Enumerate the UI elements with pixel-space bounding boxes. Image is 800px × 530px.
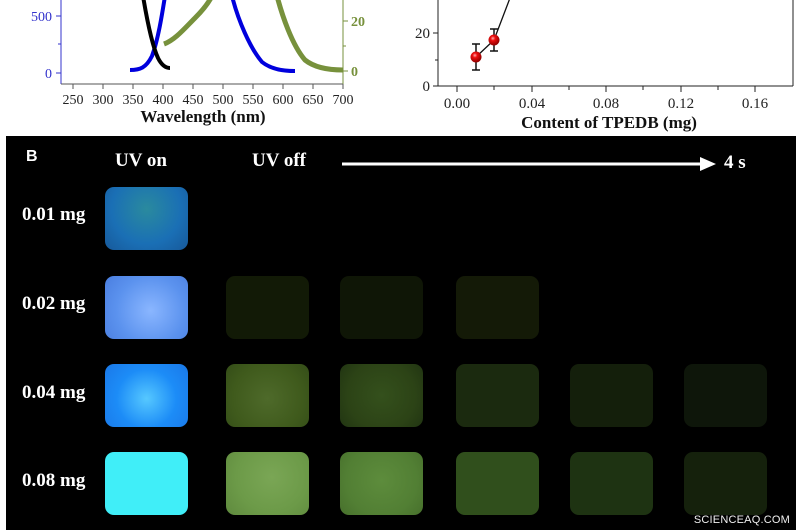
- green-curve: [162, 0, 344, 73]
- x-tick: 350: [123, 93, 144, 108]
- tile-uv-on-0.02mg: [105, 276, 188, 339]
- time-label: 4 s: [724, 152, 746, 173]
- panel-label: B: [26, 148, 38, 165]
- row-label-0.04mg: 0.04 mg: [22, 382, 86, 403]
- x-tick: 650: [303, 93, 324, 108]
- tile-uv-on-0.04mg: [105, 364, 188, 427]
- x-tick: 0.16: [742, 96, 769, 112]
- tile-uv-off-0.08mg-t1: [226, 452, 309, 515]
- x-axis-label: Content of TPEDB (mg): [521, 113, 697, 132]
- x-tick: 0.08: [593, 96, 619, 112]
- x-tick: 500: [213, 93, 234, 108]
- x-tick: 0.00: [444, 96, 470, 112]
- x-tick: 550: [243, 93, 264, 108]
- afterglow-chart: 20 0 0.00 0.04 0.08 0.12 0.16 Content of…: [415, 0, 794, 132]
- tile-uv-off-0.02mg-t3: [456, 276, 539, 339]
- black-curve: [141, 0, 171, 70]
- data-point: [488, 34, 500, 46]
- blue-curve: [129, 0, 296, 73]
- tile-uv-off-0.08mg-t2: [340, 452, 423, 515]
- x-tick: 700: [333, 93, 354, 108]
- watermark: SCIENCEAQ.COM: [693, 514, 790, 526]
- x-tick: 400: [153, 93, 174, 108]
- x-axis-label: Wavelength (nm): [140, 107, 265, 126]
- x-tick: 0.04: [519, 96, 546, 112]
- tile-uv-off-0.04mg-t1: [226, 364, 309, 427]
- y-tick-20: 20: [415, 26, 430, 42]
- photo-panel: B UV on UV off 4 s 0.01 mg 0.02 mg 0.04 …: [6, 136, 796, 530]
- x-tick: 0.12: [668, 96, 694, 112]
- data-point: [470, 51, 482, 63]
- y-tick-0: 0: [423, 79, 431, 95]
- x-tick: 450: [183, 93, 204, 108]
- tile-uv-off-0.08mg-t3: [456, 452, 539, 515]
- tile-uv-off-0.04mg-t3: [456, 364, 539, 427]
- uv-off-header: UV off: [252, 150, 307, 171]
- uv-on-header: UV on: [115, 150, 167, 171]
- x-tick: 600: [273, 93, 294, 108]
- tile-uv-off-0.02mg-t1: [226, 276, 309, 339]
- x-tick: 300: [93, 93, 114, 108]
- row-label-0.08mg: 0.08 mg: [22, 470, 86, 491]
- y-right-tick-0: 0: [351, 65, 358, 80]
- tile-uv-off-0.04mg-t2: [340, 364, 423, 427]
- time-arrow-icon: [342, 157, 716, 171]
- tile-uv-off-0.04mg-t4: [570, 364, 653, 427]
- tile-uv-on-0.01mg: [105, 187, 188, 250]
- y-left-tick-500: 500: [31, 10, 52, 25]
- tile-uv-off-0.08mg-t5: [684, 452, 767, 515]
- row-label-0.01mg: 0.01 mg: [22, 204, 86, 225]
- tile-uv-off-0.02mg-t2: [340, 276, 423, 339]
- x-tick: 250: [63, 93, 84, 108]
- tile-uv-on-0.08mg: [105, 452, 188, 515]
- y-right-tick-20: 20: [351, 15, 365, 30]
- spectra-chart: 500 0 20 0 250 300 350 400 450 500 550 6…: [31, 0, 365, 126]
- tile-uv-off-0.04mg-t5: [684, 364, 767, 427]
- y-left-tick-0: 0: [45, 67, 52, 82]
- tile-uv-off-0.08mg-t4: [570, 452, 653, 515]
- row-label-0.02mg: 0.02 mg: [22, 293, 86, 314]
